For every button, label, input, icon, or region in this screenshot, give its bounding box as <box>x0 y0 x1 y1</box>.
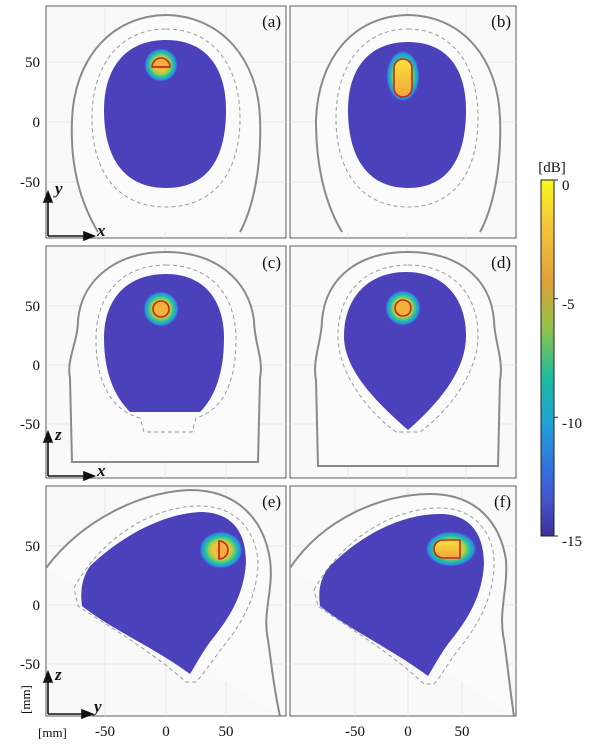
panel-e: (e) <box>45 485 287 717</box>
axis-letter-y: y <box>53 179 63 198</box>
colorbar-tick-label: -10 <box>562 416 582 432</box>
y-tick-label: 0 <box>33 358 41 374</box>
panel-d: (d) <box>289 245 517 479</box>
colorbar: [dB] 0 -5 -10 -15 <box>538 160 582 550</box>
panel-d-skull-contour <box>337 264 479 433</box>
panel-b-field-region <box>348 42 466 188</box>
panel-a-target <box>151 57 171 68</box>
panel-e-target <box>218 540 229 560</box>
y-tick-label: -50 <box>20 175 40 191</box>
y-tick-label: 50 <box>25 539 40 555</box>
panel-b-skull-contour <box>335 28 479 208</box>
panel-b: (b) <box>289 5 517 239</box>
y-tick-label: 50 <box>25 55 40 71</box>
colorbar-gradient <box>540 179 555 537</box>
y-tick-label: 50 <box>25 299 40 315</box>
y-tick-label: -50 <box>20 657 40 673</box>
panel-a-label: (a) <box>262 12 281 31</box>
x-ticks: -50 0 50 -50 0 50 <box>95 724 470 740</box>
colorbar-unit: [dB] <box>538 160 566 176</box>
panel-e-skull-contour <box>73 505 259 683</box>
y-tick-label: 0 <box>33 598 41 614</box>
axis-letter-x: x <box>96 461 106 480</box>
panel-c-skull-contour <box>95 264 237 433</box>
panel-d-target <box>394 299 412 317</box>
axis-letter-y: y <box>92 697 102 716</box>
panel-c-target <box>152 300 170 318</box>
panel-f-label: (f) <box>494 492 511 511</box>
panel-e-label: (e) <box>262 492 281 511</box>
panel-f-target <box>433 539 461 559</box>
panel-a-skull-contour <box>91 28 241 208</box>
panel-f-skull-contour <box>313 507 495 685</box>
colorbar-tick-label: -15 <box>562 534 582 550</box>
panel-c: (c) <box>45 245 287 479</box>
axis-letter-z: z <box>54 425 62 444</box>
panel-c-field-region <box>104 274 224 412</box>
x-tick-label: 0 <box>162 724 170 740</box>
panel-b-target <box>393 58 413 98</box>
panel-c-label: (c) <box>262 253 281 272</box>
x-tick-label: 50 <box>455 724 470 740</box>
panel-b-label: (b) <box>491 12 511 31</box>
panel-a: (a) <box>45 5 287 239</box>
orientation-arrows-a <box>42 189 97 242</box>
y-unit-label: [mm] <box>18 685 33 714</box>
colorbar-tick-label: -5 <box>562 297 575 313</box>
panel-d-field-region <box>344 272 466 430</box>
y-tick-label: -50 <box>20 417 40 433</box>
panel-a-field-region <box>104 40 226 188</box>
colorbar-tick-label: 0 <box>562 178 570 194</box>
y-ticks: 50 0 -50 50 0 -50 50 0 -50 <box>20 55 40 673</box>
axis-letter-x: x <box>96 221 106 240</box>
x-tick-label: 50 <box>219 724 234 740</box>
x-tick-label: -50 <box>345 724 365 740</box>
axis-letter-z: z <box>54 665 62 684</box>
orientation-arrows-e <box>42 669 95 720</box>
x-tick-label: 0 <box>404 724 412 740</box>
panel-d-label: (d) <box>491 253 511 272</box>
y-tick-label: 0 <box>33 115 41 131</box>
panel-f: (f) <box>289 485 517 717</box>
x-unit-label: [mm] <box>38 725 67 740</box>
orientation-arrows-c <box>42 429 97 482</box>
x-tick-label: -50 <box>95 724 115 740</box>
